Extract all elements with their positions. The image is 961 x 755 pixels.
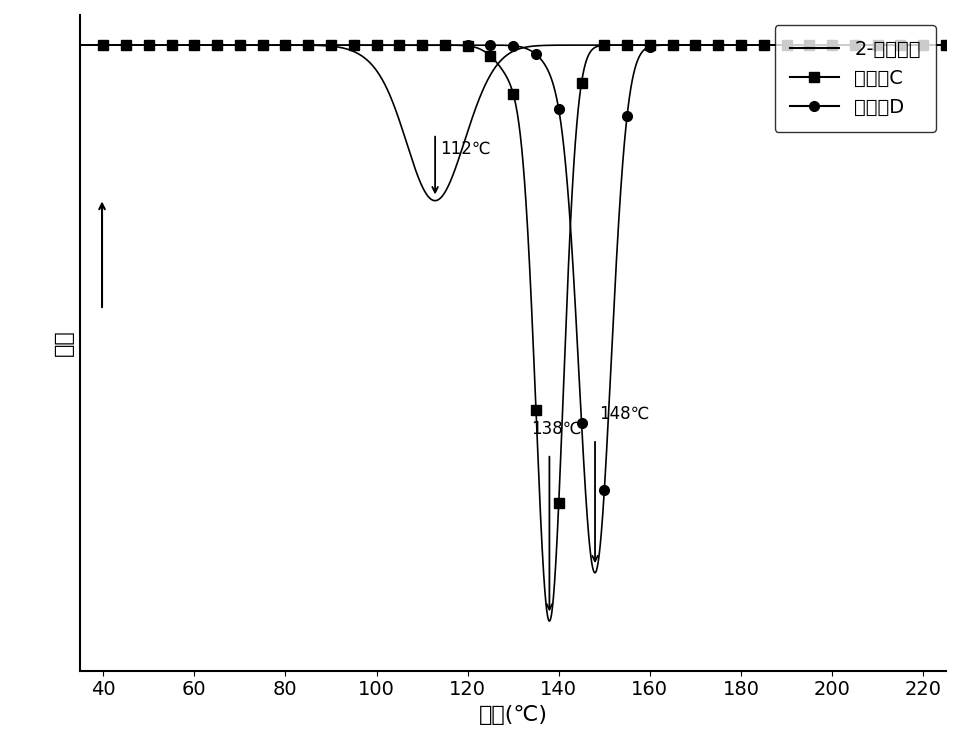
2-甲基咪唑: [173, 41, 185, 50]
2-甲基咪唑: [830, 41, 842, 50]
Legend: 2-甲基咪唑, 固化剂C, 固化剂D: 2-甲基咪唑, 固化剂C, 固化剂D: [775, 25, 936, 132]
Y-axis label: 吸热: 吸热: [54, 329, 73, 356]
Text: 148℃: 148℃: [600, 405, 650, 423]
2-甲基咪唑: [225, 41, 236, 50]
2-甲基咪唑: [940, 41, 951, 50]
Text: 138℃: 138℃: [531, 420, 581, 438]
2-甲基咪唑: [924, 41, 935, 50]
X-axis label: 温度(℃): 温度(℃): [479, 705, 548, 725]
2-甲基咪唑: [430, 196, 441, 205]
Line: 2-甲基咪唑: 2-甲基咪唑: [81, 45, 946, 201]
2-甲基咪唑: [407, 156, 418, 165]
Text: 112℃: 112℃: [440, 140, 490, 158]
2-甲基咪唑: [444, 177, 456, 186]
2-甲基咪唑: [75, 41, 86, 50]
